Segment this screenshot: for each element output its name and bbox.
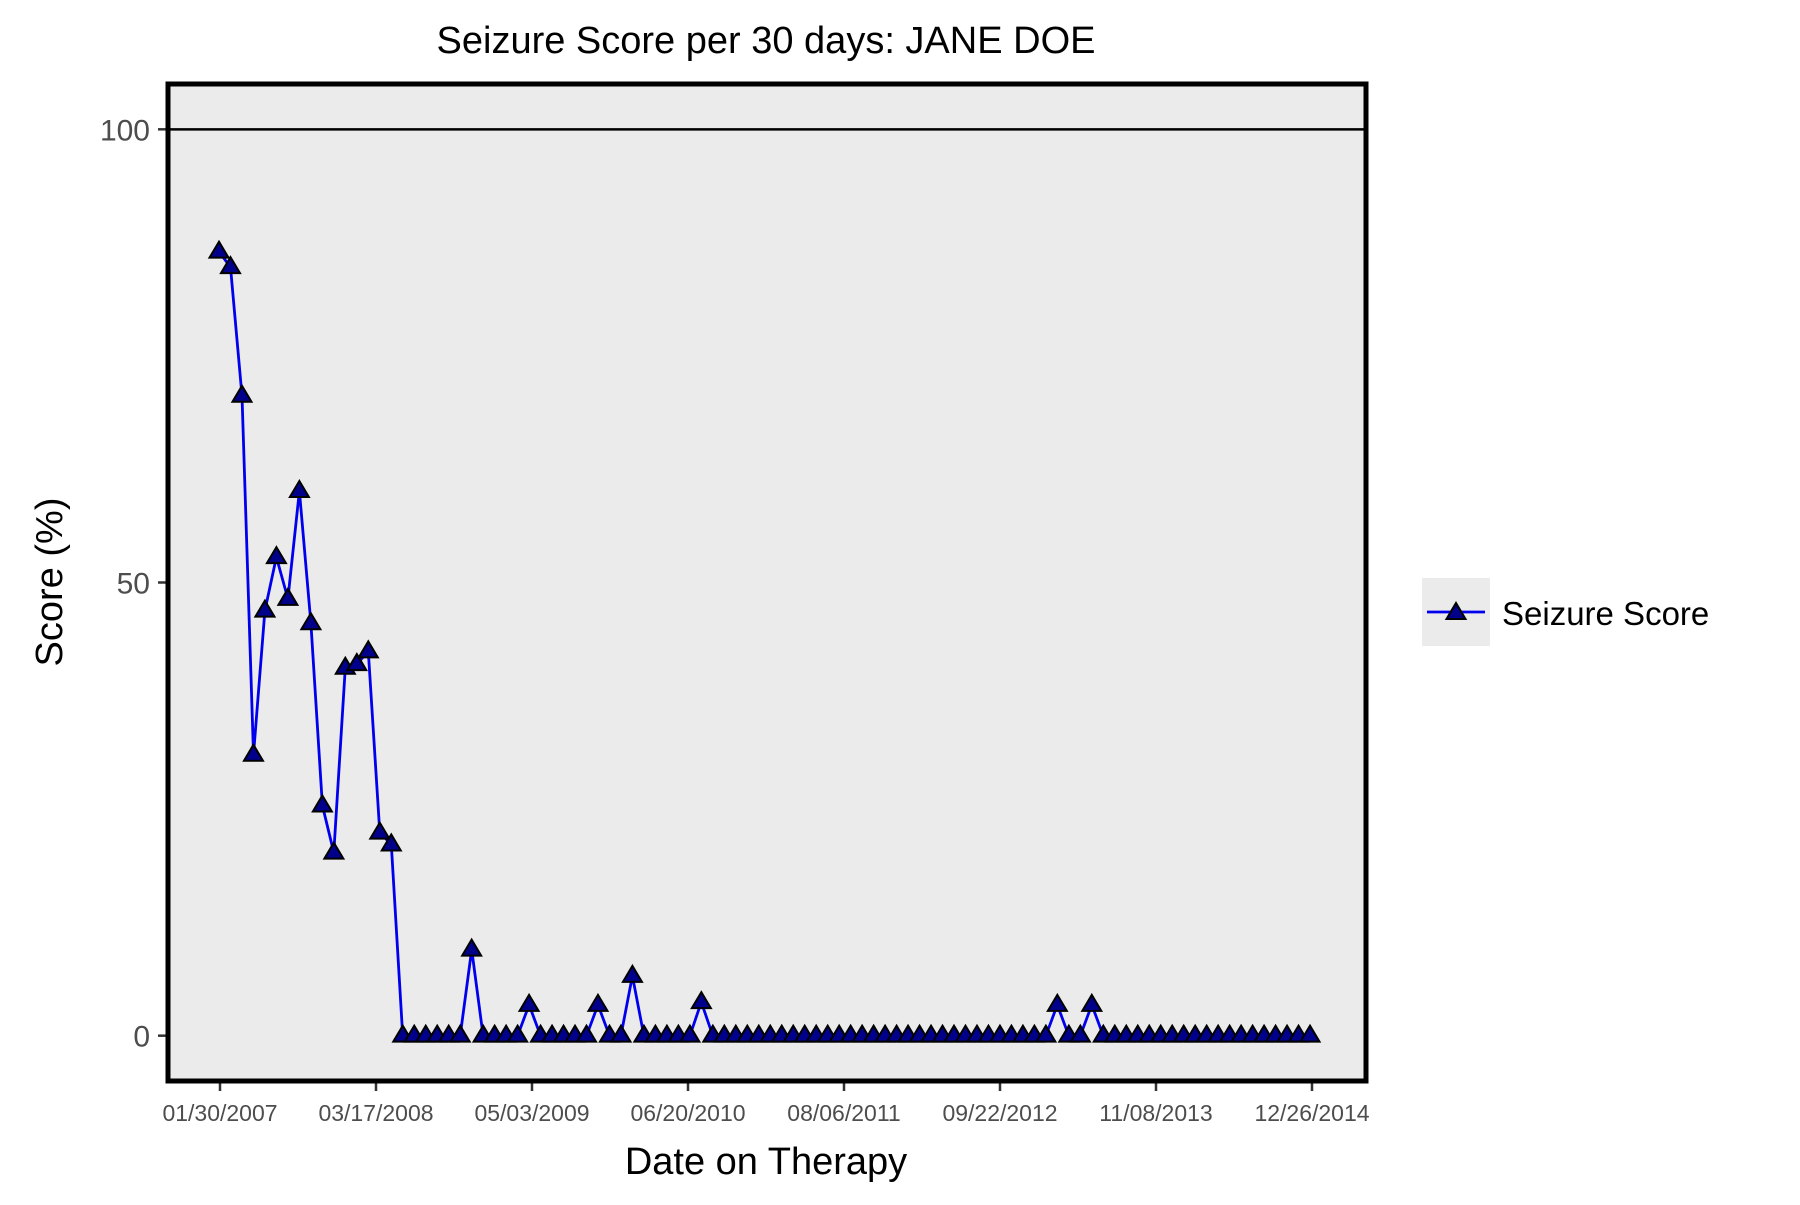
data-point-marker <box>506 1023 529 1043</box>
data-point-marker <box>345 652 369 672</box>
data-point-marker <box>265 545 288 565</box>
data-point-marker <box>207 239 231 259</box>
series-seizure-score <box>207 239 1322 1043</box>
data-point-marker <box>1069 1023 1092 1043</box>
data-point-marker <box>586 992 610 1012</box>
data-point-marker <box>621 963 644 983</box>
data-point-marker <box>575 1023 598 1043</box>
y-tick-label: 50 <box>117 568 150 601</box>
data-point-marker <box>311 793 334 813</box>
data-point-marker <box>1298 1023 1322 1043</box>
plot-border <box>165 81 1369 1084</box>
data-point-marker <box>288 478 311 498</box>
x-axis-title: Date on Therapy <box>625 1141 907 1183</box>
x-tick-label: 01/30/2007 <box>162 1100 277 1126</box>
data-point-marker <box>230 383 254 403</box>
x-tick-label: 05/03/2009 <box>474 1100 589 1126</box>
data-point-marker <box>460 937 483 957</box>
legend-key-marker <box>1444 601 1468 620</box>
data-point-marker <box>380 832 403 852</box>
data-point-marker <box>242 742 265 762</box>
x-tick-label: 11/08/2013 <box>1099 1100 1212 1126</box>
data-point-marker <box>678 1023 702 1043</box>
data-point-marker <box>357 639 380 659</box>
data-point-marker <box>368 820 392 840</box>
y-tick-label: 100 <box>100 114 150 147</box>
data-point-marker <box>690 990 713 1010</box>
x-tick-label: 09/22/2012 <box>942 1100 1057 1126</box>
y-axis-title: Score (%) <box>29 498 71 667</box>
y-axis: 0 50 100 <box>100 114 168 1054</box>
plot-panel <box>168 84 1366 1081</box>
data-point-marker <box>1046 992 1069 1012</box>
chart-title: Seizure Score per 30 days: JANE DOE <box>437 20 1096 62</box>
x-tick-label: 08/06/2011 <box>787 1100 900 1126</box>
x-axis: 01/30/2007 03/17/2008 05/03/2009 06/20/2010… <box>162 1081 1370 1126</box>
data-point-marker <box>1034 1023 1058 1043</box>
data-point-marker <box>253 598 277 618</box>
legend-label-seizure-score: Seizure Score <box>1502 595 1709 632</box>
y-tick-label: 0 <box>133 1021 150 1054</box>
x-tick-label: 12/26/2014 <box>1254 1100 1369 1126</box>
data-point-marker <box>1080 992 1104 1012</box>
x-tick-label: 03/17/2008 <box>318 1100 433 1126</box>
data-point-marker <box>322 840 346 860</box>
data-point-marker <box>276 586 300 606</box>
data-point-marker <box>448 1023 472 1043</box>
data-point-marker <box>219 255 242 275</box>
legend: Seizure Score <box>1422 578 1709 646</box>
data-point-marker <box>609 1023 633 1043</box>
data-point-marker <box>517 992 541 1012</box>
series-markers <box>207 239 1322 1043</box>
data-point-marker <box>299 611 323 631</box>
x-tick-label: 06/20/2010 <box>630 1100 745 1126</box>
